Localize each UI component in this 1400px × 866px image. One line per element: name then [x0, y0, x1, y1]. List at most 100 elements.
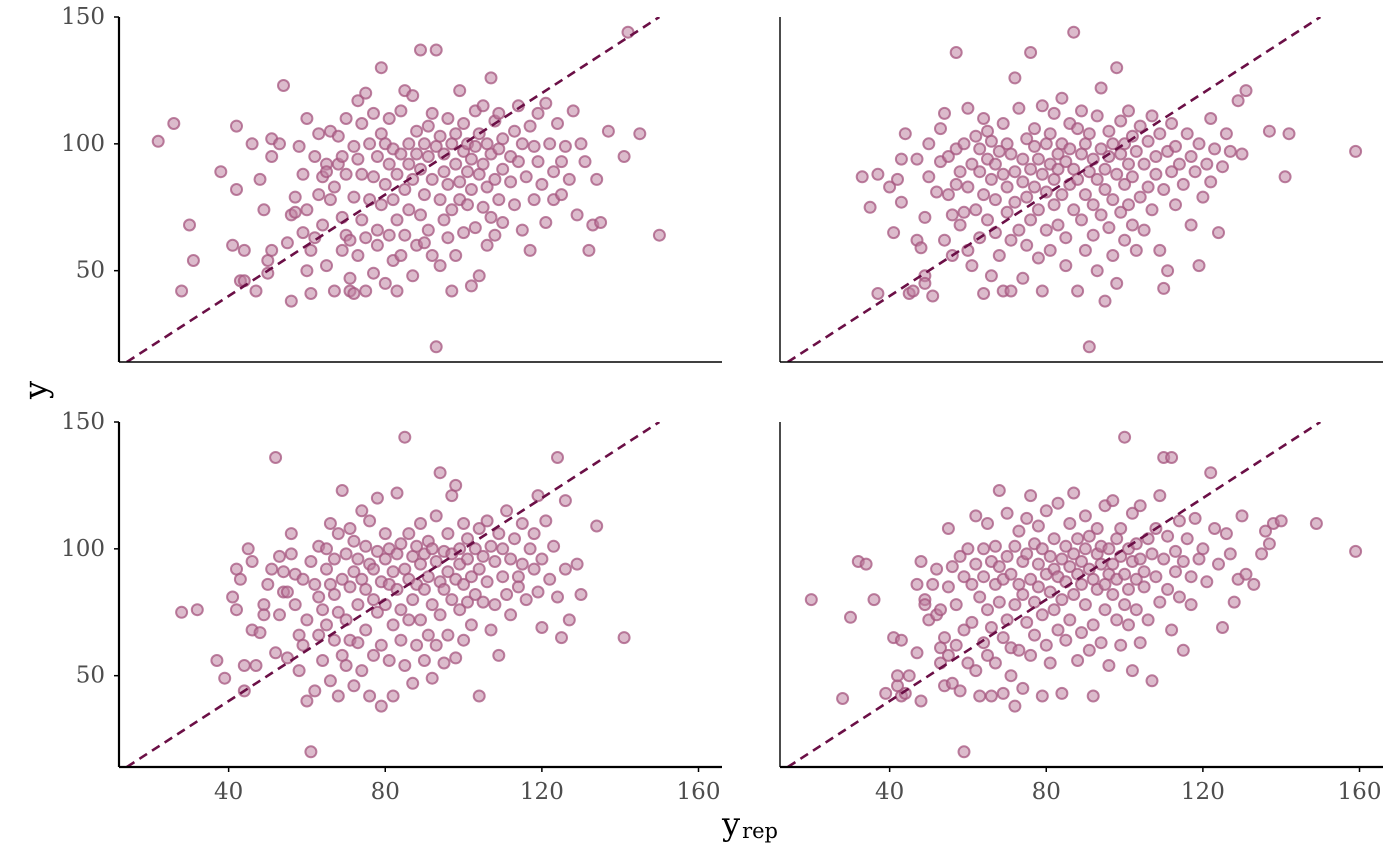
- data-point: [1255, 547, 1269, 561]
- data-point: [1192, 137, 1206, 151]
- data-point: [1239, 567, 1253, 581]
- data-point: [1141, 613, 1155, 627]
- data-point: [1098, 294, 1112, 308]
- data-point: [1172, 157, 1186, 171]
- data-point: [984, 621, 998, 634]
- data-point: [527, 527, 541, 541]
- data-point: [930, 562, 944, 576]
- data-point: [320, 542, 333, 556]
- data-point: [273, 137, 286, 151]
- data-point: [969, 129, 983, 143]
- data-point: [531, 106, 545, 120]
- data-point: [441, 231, 455, 245]
- data-point: [488, 172, 502, 186]
- data-point: [601, 124, 615, 138]
- data-point: [1067, 547, 1081, 561]
- data-point: [453, 175, 467, 189]
- data-point: [992, 484, 1006, 497]
- data-point: [1309, 517, 1323, 530]
- data-point: [476, 549, 490, 563]
- data-point: [945, 560, 959, 574]
- data-point: [894, 152, 908, 166]
- data-point: [1149, 570, 1163, 584]
- data-point: [273, 549, 286, 563]
- data-point: [394, 603, 408, 617]
- data-point: [969, 509, 983, 523]
- x-axis-title-main: y: [721, 805, 740, 843]
- data-point: [343, 522, 357, 535]
- data-point: [1262, 124, 1276, 138]
- data-point: [570, 557, 584, 571]
- data-point: [343, 233, 357, 247]
- data-point: [320, 165, 333, 179]
- data-point: [1075, 555, 1088, 568]
- data-point: [429, 509, 443, 523]
- data-point: [1204, 112, 1218, 125]
- data-point: [547, 539, 561, 553]
- data-point: [296, 226, 310, 240]
- data-point: [468, 221, 482, 235]
- data-point: [370, 223, 384, 237]
- data-point: [1122, 582, 1135, 596]
- data-point: [1086, 689, 1100, 703]
- data-point: [1137, 580, 1151, 594]
- data-point: [1008, 165, 1022, 179]
- data-point: [519, 170, 533, 184]
- data-point: [558, 494, 572, 508]
- data-point: [1216, 621, 1229, 634]
- data-point: [186, 254, 200, 267]
- data-point: [922, 170, 936, 184]
- data-point: [367, 106, 380, 120]
- data-point: [323, 517, 337, 530]
- data-point: [1219, 527, 1233, 541]
- data-point: [394, 633, 408, 647]
- data-point: [351, 598, 365, 612]
- data-point: [1024, 46, 1038, 59]
- data-point: [992, 249, 1006, 262]
- data-point: [335, 243, 349, 257]
- data-point: [1055, 686, 1069, 700]
- data-point: [1110, 61, 1124, 75]
- data-point: [331, 527, 345, 541]
- data-point: [949, 46, 963, 59]
- data-point: [938, 233, 951, 247]
- data-point: [1008, 598, 1022, 612]
- data-point: [300, 613, 314, 627]
- data-point: [441, 527, 455, 541]
- data-point: [433, 129, 447, 143]
- data-point: [1094, 208, 1108, 222]
- data-point: [226, 238, 240, 252]
- data-point: [1031, 580, 1045, 594]
- data-point: [957, 623, 971, 637]
- data-point: [1024, 162, 1038, 176]
- data-point: [1008, 699, 1022, 713]
- data-point: [566, 104, 580, 118]
- data-point: [914, 241, 928, 255]
- data-point: [1059, 231, 1073, 245]
- data-point: [406, 269, 420, 283]
- data-point: [1024, 648, 1038, 662]
- data-point: [453, 542, 467, 556]
- data-point: [417, 188, 431, 202]
- data-point: [316, 603, 330, 617]
- data-point: [804, 593, 818, 607]
- data-point: [492, 193, 506, 207]
- data-point: [1024, 213, 1038, 227]
- data-point: [394, 104, 408, 118]
- data-point: [949, 177, 963, 191]
- data-point: [417, 137, 431, 151]
- data-point: [1004, 567, 1018, 581]
- data-point: [327, 552, 341, 566]
- data-point: [398, 228, 412, 242]
- data-point: [1016, 681, 1030, 695]
- data-point: [496, 216, 510, 229]
- data-point: [363, 514, 377, 528]
- data-point: [343, 271, 357, 285]
- data-point: [429, 555, 443, 568]
- data-point: [410, 638, 424, 652]
- data-point: [1153, 595, 1167, 609]
- data-point: [1094, 636, 1108, 650]
- data-point: [1075, 626, 1088, 640]
- data-point: [1137, 223, 1151, 237]
- data-point: [402, 137, 416, 151]
